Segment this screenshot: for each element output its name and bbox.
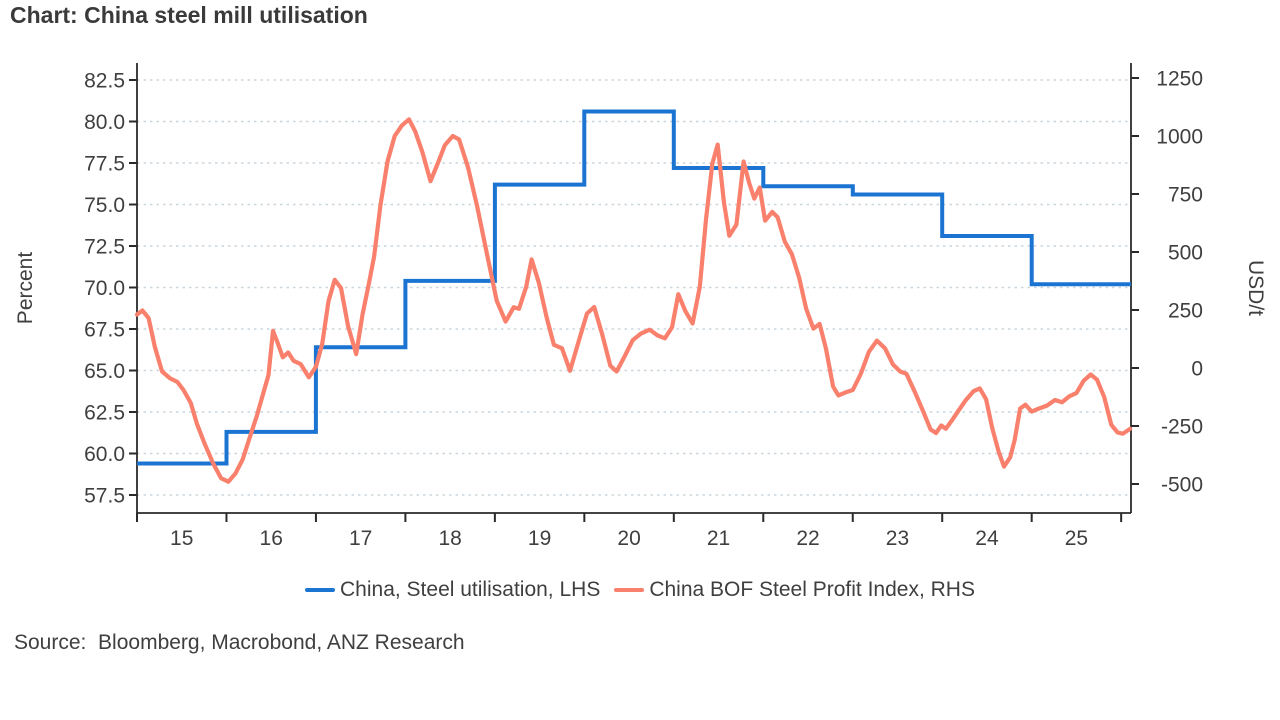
right-axis-tick-label: -250 (1161, 415, 1203, 438)
x-axis-tick-label: 18 (438, 527, 461, 550)
right-axis-tick-label: -500 (1161, 473, 1203, 496)
left-axis-tick-label: 82.5 (84, 69, 125, 92)
x-axis-tick-label: 24 (975, 527, 999, 550)
left-axis-tick-label: 70.0 (84, 277, 125, 300)
right-axis-tick-label: 0 (1191, 357, 1203, 380)
right-axis-tick-label: 1250 (1156, 67, 1203, 90)
chart-canvas: 82.5 80.0 77.5 75.0 72.5 70.0 67.5 65.0 62.5 60.0… (14, 63, 1267, 550)
legend-dash-steel-utilisation (305, 588, 336, 592)
legend-item-profit-index: China BOF Steel Profit Index, RHS (614, 578, 975, 602)
right-axis-tick-label: 250 (1168, 299, 1203, 322)
left-axis-tick-label: 80.0 (84, 111, 125, 134)
legend-dash-profit-index (614, 588, 645, 592)
legend-label-profit-index: China BOF Steel Profit Index, RHS (649, 578, 975, 601)
left-axis-tick-label: 67.5 (84, 318, 125, 341)
right-axis-tick-label: 1000 (1156, 125, 1203, 148)
right-axis-tick-label: 500 (1168, 241, 1203, 264)
legend-label-steel-utilisation: China, Steel utilisation, LHS (340, 578, 601, 601)
chart-legend: China, Steel utilisation, LHS China BOF … (0, 578, 1280, 602)
left-axis-tick-label: 75.0 (84, 194, 125, 217)
left-axis-tick-label: 60.0 (84, 443, 125, 466)
steel-utilisation-line (137, 109, 1131, 466)
x-axis-tick-label: 17 (349, 527, 372, 550)
x-axis-tick-label: 15 (170, 527, 193, 550)
left-axis-tick-label: 62.5 (84, 401, 125, 424)
left-axis-title: Percent (14, 252, 37, 325)
right-axis-title: USD/t (1244, 260, 1267, 316)
source-line: Source: Bloomberg, Macrobond, ANZ Resear… (14, 631, 465, 654)
x-axis-tick-label: 20 (617, 527, 640, 550)
profit-index-line (134, 117, 1133, 484)
x-axis-tick-label: 22 (796, 527, 819, 550)
left-axis-tick-label: 57.5 (84, 484, 125, 507)
x-axis-tick-label: 25 (1065, 527, 1088, 550)
left-axis-tick-label: 72.5 (84, 235, 125, 258)
left-axis-tick-label: 65.0 (84, 360, 125, 383)
chart-title: Chart: China steel mill utilisation (10, 2, 368, 28)
left-axis-tick-label: 77.5 (84, 152, 125, 175)
x-axis-tick-label: 21 (707, 527, 730, 550)
x-axis-tick-label: 16 (260, 527, 283, 550)
x-axis-tick-label: 23 (886, 527, 909, 550)
x-axis-tick-label: 19 (528, 527, 551, 550)
right-axis-tick-label: 750 (1168, 183, 1203, 206)
legend-item-steel-utilisation: China, Steel utilisation, LHS (305, 578, 600, 602)
